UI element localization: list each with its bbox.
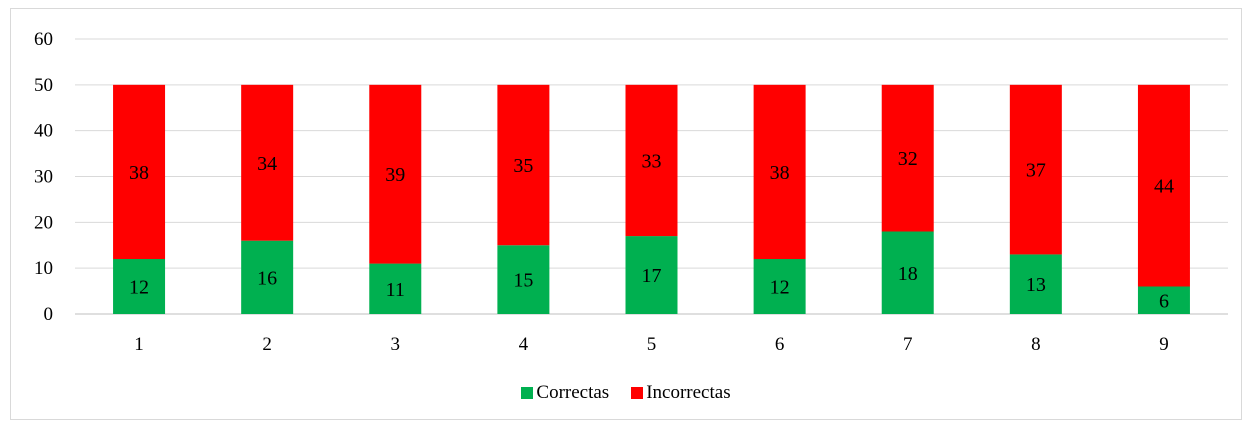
bar-incorrectas (1137, 84, 1190, 287)
data-label-correctas: 18 (898, 263, 918, 285)
bar-incorrectas (369, 84, 422, 264)
x-tick-label: 1 (134, 334, 144, 355)
bar-incorrectas (113, 84, 166, 259)
y-axis: 0 10 20 30 40 50 60 (34, 29, 53, 325)
bar-correctas (753, 259, 806, 314)
data-label-correctas: 17 (642, 265, 662, 287)
data-label-incorrectas: 37 (1026, 160, 1046, 182)
y-tick-label: 50 (34, 75, 53, 96)
data-label-incorrectas: 33 (642, 150, 662, 172)
data-label-correctas: 13 (1026, 274, 1046, 296)
data-label-correctas: 12 (770, 277, 790, 299)
legend-label-incorrectas: Incorrectas (646, 382, 731, 403)
bar-correctas (497, 245, 550, 314)
x-axis: 1 2 3 4 5 6 7 8 9 (134, 334, 1168, 355)
y-tick-label: 20 (34, 212, 53, 233)
legend: Correctas Incorrectas (0, 382, 1252, 404)
data-label-correctas: 12 (129, 277, 149, 299)
data-label-correctas: 15 (513, 270, 533, 292)
legend-swatch-incorrectas (631, 387, 644, 399)
x-tick-label: 6 (775, 334, 785, 355)
x-tick-label: 8 (1031, 334, 1041, 355)
data-label-correctas: 16 (257, 267, 277, 289)
bar-correctas (881, 231, 934, 314)
y-tick-label: 10 (34, 258, 53, 279)
y-tick-label: 0 (44, 304, 54, 325)
bar-incorrectas (497, 84, 550, 246)
bar-incorrectas (881, 84, 934, 232)
data-label-incorrectas: 44 (1154, 176, 1174, 198)
x-tick-label: 3 (391, 334, 401, 355)
data-labels: 12 38 16 34 11 39 15 35 17 33 12 38 18 32 13 37 6 44 (129, 148, 1174, 312)
bar-correctas (369, 263, 422, 314)
legend-label-correctas: Correctas (536, 382, 610, 403)
data-label-correctas: 11 (386, 279, 405, 301)
x-tick-label: 7 (903, 334, 913, 355)
bar-correctas (1009, 254, 1062, 314)
y-tick-label: 30 (34, 167, 53, 188)
data-label-incorrectas: 39 (385, 164, 405, 186)
bar-correctas (113, 259, 166, 314)
bar-correctas (1137, 286, 1190, 314)
bar-incorrectas (625, 84, 678, 237)
data-label-incorrectas: 38 (129, 162, 149, 184)
y-tick-label: 40 (34, 121, 53, 142)
legend-swatch-correctas (521, 387, 534, 399)
x-tick-label: 2 (262, 334, 272, 355)
data-label-incorrectas: 35 (513, 155, 533, 177)
data-label-incorrectas: 34 (257, 153, 277, 175)
data-label-incorrectas: 38 (770, 162, 790, 184)
y-tick-label: 60 (34, 29, 53, 50)
bar-incorrectas (1009, 84, 1062, 255)
x-tick-label: 4 (519, 334, 529, 355)
x-tick-label: 5 (647, 334, 657, 355)
x-tick-label: 9 (1159, 334, 1169, 355)
bar-incorrectas (753, 84, 806, 259)
bar-correctas (241, 240, 294, 314)
legend-item-incorrectas: Incorrectas (631, 382, 731, 404)
bars (113, 84, 1190, 314)
bar-correctas (625, 236, 678, 314)
legend-item-correctas: Correctas (521, 382, 609, 404)
data-label-incorrectas: 32 (898, 148, 918, 170)
data-label-correctas: 6 (1159, 290, 1169, 312)
bar-incorrectas (241, 84, 294, 241)
